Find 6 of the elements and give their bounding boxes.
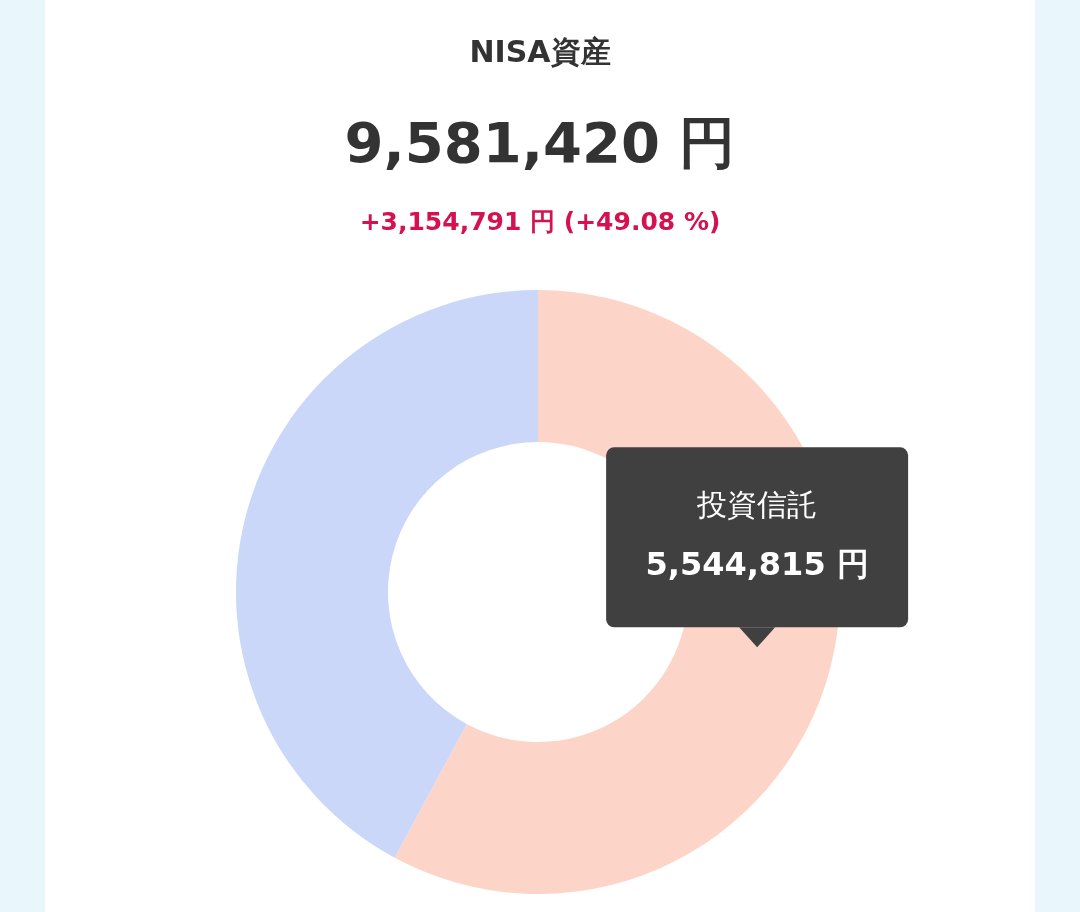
donut-slice: [236, 290, 538, 858]
slice-label: 投資信託: [696, 487, 818, 523]
chart-title: NISA資産: [469, 34, 611, 69]
data-label: 5,544,815 円: [645, 545, 869, 584]
text: +3,154,791 円 (+49.08 %): [359, 207, 721, 236]
chart-subtitle: 9,581,420 円: [344, 110, 736, 175]
